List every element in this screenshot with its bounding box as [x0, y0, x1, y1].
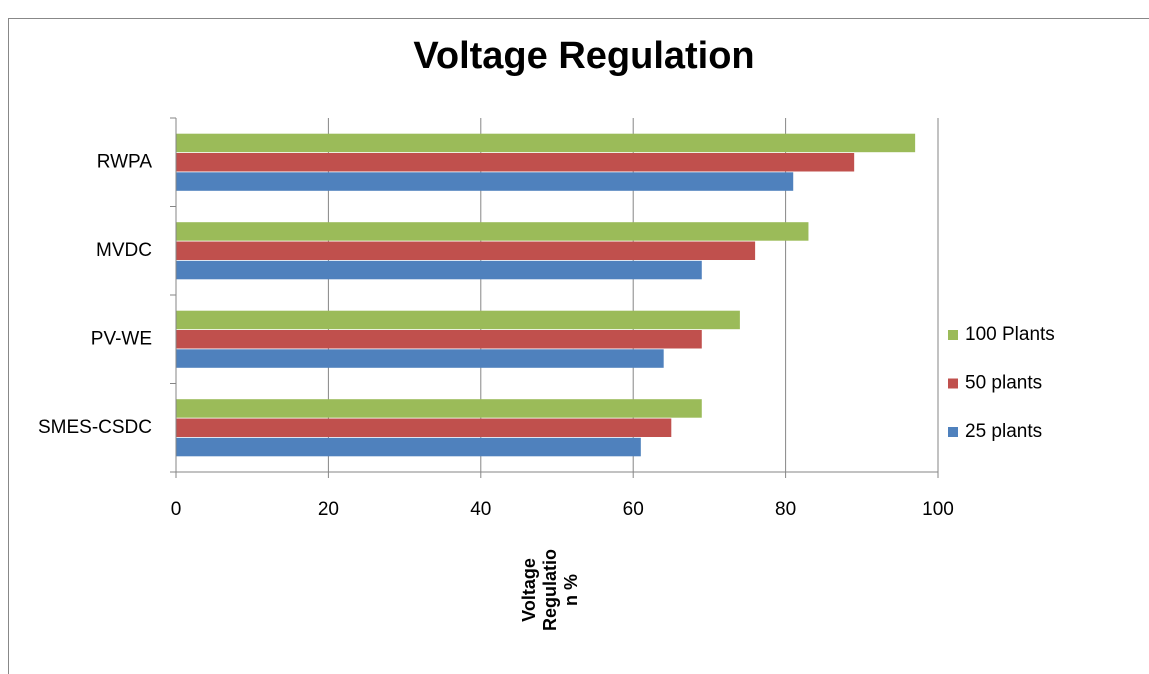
x-axis-label: Voltage	[519, 558, 539, 622]
bar	[176, 310, 740, 330]
bar	[176, 349, 664, 368]
x-tick-label: 80	[775, 499, 796, 520]
bar	[176, 133, 916, 153]
bar	[176, 222, 809, 241]
bar	[176, 153, 855, 172]
bar	[176, 172, 794, 191]
x-tick-label: 100	[922, 499, 954, 520]
legend-label: 100 Plants	[965, 324, 1055, 345]
bar	[176, 437, 641, 457]
x-axis-label: Regulatio	[540, 549, 560, 631]
bar	[176, 241, 756, 260]
y-tick-label: RWPA	[97, 151, 153, 172]
x-tick-label: 40	[470, 499, 491, 520]
y-tick-label: MVDC	[96, 240, 152, 261]
bar	[176, 330, 702, 349]
legend-label: 25 plants	[965, 421, 1042, 442]
bar	[176, 399, 702, 418]
y-tick-label: PV-WE	[91, 328, 152, 349]
x-axis-label: n %	[561, 574, 581, 606]
x-tick-label: 60	[623, 499, 644, 520]
legend-label: 50 plants	[965, 373, 1042, 394]
bar	[176, 418, 672, 437]
bar	[176, 260, 702, 280]
chart-title: Voltage Regulation	[413, 35, 754, 77]
x-tick-label: 20	[318, 499, 339, 520]
legend-swatch	[948, 427, 958, 437]
x-tick-label: 0	[171, 499, 182, 520]
legend-swatch	[948, 330, 958, 340]
y-tick-label: SMES-CSDC	[38, 417, 152, 438]
legend-swatch	[948, 378, 958, 389]
